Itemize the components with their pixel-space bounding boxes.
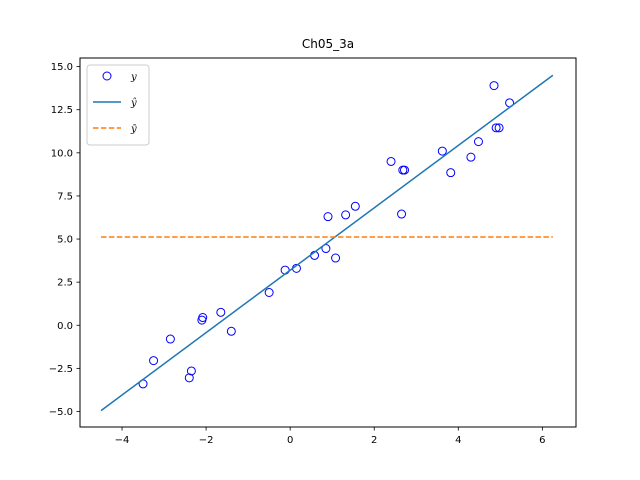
y-tick-label: −5.0 (49, 407, 73, 418)
y-tick-label: 12.5 (51, 105, 73, 116)
legend-label: y (130, 72, 137, 83)
data-point (341, 210, 351, 220)
x-tick-label: 4 (455, 435, 461, 446)
data-point (186, 366, 196, 376)
data-point (184, 373, 194, 383)
data-point (489, 81, 499, 91)
legend-box (86, 64, 150, 146)
data-point (491, 123, 501, 133)
x-tick-label: −2 (199, 435, 214, 446)
chart-title: Ch05_3a (302, 37, 354, 51)
x-axis: −4 −2 0 2 4 6 (115, 427, 546, 446)
data-point (494, 123, 504, 133)
data-point (400, 165, 410, 175)
y-tick-label: 15.0 (51, 62, 73, 73)
data-point (149, 356, 159, 366)
data-point (397, 209, 407, 219)
y-tick-label: 7.5 (57, 191, 73, 202)
y-tick-label: 0.0 (57, 321, 73, 332)
data-point (473, 137, 483, 147)
data-point (386, 156, 396, 166)
data-point (264, 288, 274, 298)
axes-frame (79, 57, 577, 428)
data-point (165, 334, 175, 344)
data-point (466, 152, 476, 162)
y-tick-label: 2.5 (57, 278, 73, 289)
data-point (331, 253, 341, 263)
series-line-1 (100, 74, 554, 412)
y-tick-label: −2.5 (49, 364, 73, 375)
x-tick-label: 0 (287, 435, 293, 446)
plot-area (100, 74, 554, 412)
x-tick-label: 2 (371, 435, 377, 446)
legend-label: ŷ (130, 98, 137, 109)
legend-swatch-marker (102, 71, 112, 81)
x-tick-label: 6 (539, 435, 545, 446)
data-point (226, 326, 236, 336)
y-axis: −5.0 −2.5 0.0 2.5 5.0 7.5 10.0 12.5 15.0 (49, 62, 80, 418)
legend: y ŷ ȳ (86, 64, 150, 146)
x-tick-label: −4 (115, 435, 130, 446)
data-point (350, 201, 360, 211)
y-tick-label: 5.0 (57, 235, 73, 246)
data-point (446, 168, 456, 178)
legend-label: ȳ (130, 124, 137, 135)
data-point (437, 146, 447, 156)
y-tick-label: 10.0 (51, 148, 73, 159)
data-point (198, 313, 208, 323)
data-point (323, 212, 333, 222)
data-point (280, 265, 290, 275)
data-point (216, 307, 226, 317)
